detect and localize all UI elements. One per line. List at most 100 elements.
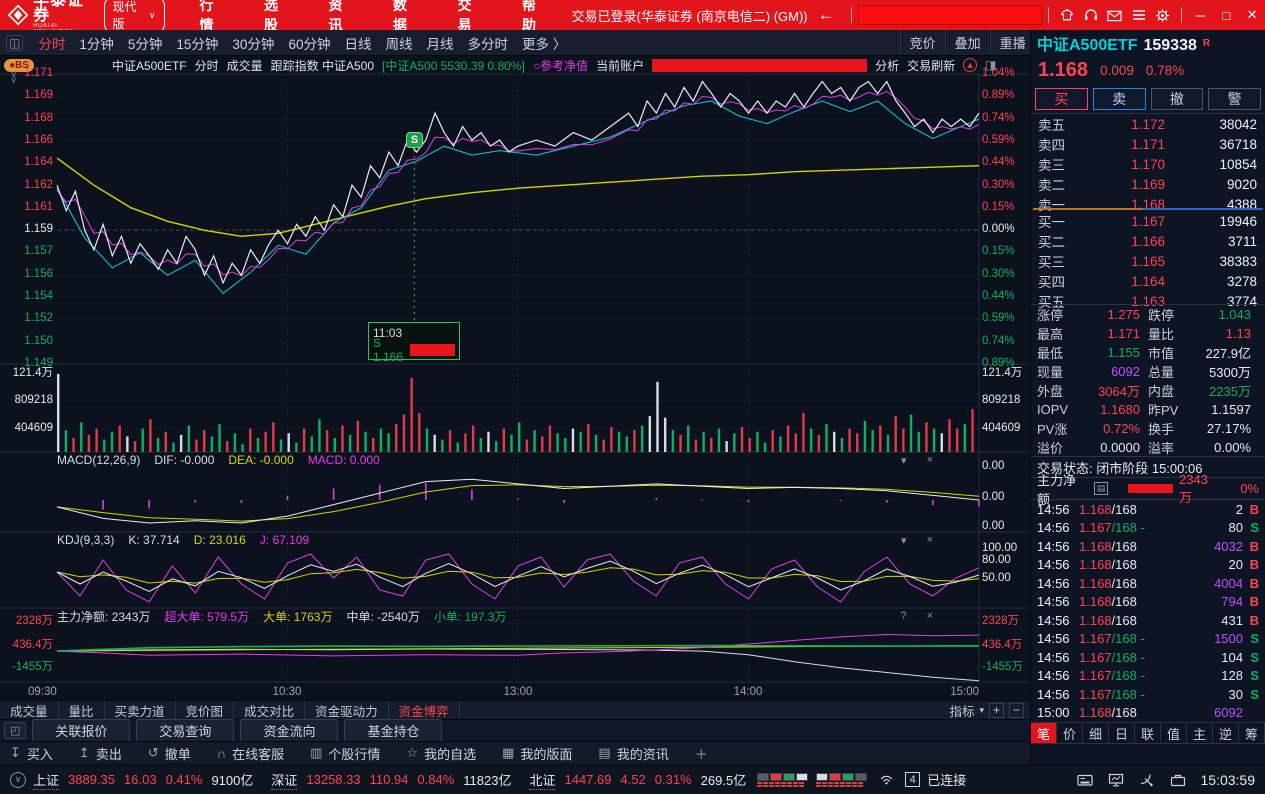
period-日线[interactable]: 日线 [344, 36, 372, 52]
indicator-tab-买卖力道[interactable]: 买卖力道 [105, 700, 176, 720]
quote-tab-逆[interactable]: 逆 [1213, 723, 1239, 743]
quote-tab-价[interactable]: 价 [1057, 723, 1083, 743]
up-circle-icon[interactable]: ▲ [963, 58, 978, 72]
order-button-警[interactable]: 警 [1208, 87, 1261, 110]
quote-tab-细[interactable]: 细 [1083, 723, 1109, 743]
back-arrow-icon[interactable]: ← [817, 5, 835, 24]
intraday-chart[interactable] [0, 56, 1030, 700]
menu-交易[interactable]: 交易 [457, 0, 472, 33]
tick-row[interactable]: 14:56 1.167/168 - 128 S [1031, 667, 1265, 686]
action-个股行情[interactable]: ▥ 个股行情 [310, 744, 380, 763]
action-+[interactable]: ＋ [695, 744, 708, 763]
quote-tab-日[interactable]: 日 [1109, 723, 1135, 743]
index-name[interactable]: 深证 [271, 770, 298, 790]
tick-row[interactable]: 14:56 1.168/168 4032 B [1031, 537, 1265, 556]
period-周线[interactable]: 周线 [385, 36, 413, 52]
remove-panel-button[interactable]: − [1009, 702, 1024, 718]
tick-row[interactable]: 14:56 1.167/168 - 104 S [1031, 648, 1265, 667]
period-1分钟[interactable]: 1分钟 [79, 36, 114, 52]
book-row[interactable]: 卖二 1.169 9020 [1031, 174, 1265, 194]
period-30分钟[interactable]: 30分钟 [232, 36, 275, 52]
order-button-买[interactable]: 买 [1035, 87, 1088, 110]
trade-refresh-button[interactable]: 交易刷新 [907, 58, 956, 73]
quote-tab-联[interactable]: 联 [1135, 723, 1161, 743]
quote-tab-筹[interactable]: 筹 [1239, 723, 1265, 743]
settings-gear-icon[interactable] [1151, 4, 1175, 26]
masked-search-box[interactable] [857, 5, 1042, 25]
tick-row[interactable]: 14:56 1.167/168 - 80 S [1031, 519, 1265, 538]
quote-tab-笔[interactable]: 笔 [1031, 723, 1057, 743]
menu-数据[interactable]: 数据 [393, 0, 407, 33]
action-我的版面[interactable]: ▦ 我的版面 [502, 744, 572, 763]
layout-split-icon[interactable]: ◫ [6, 34, 24, 51]
book-row[interactable]: 卖五 1.172 38042 [1031, 114, 1265, 134]
indicator-tab-成交量[interactable]: 成交量 [0, 700, 59, 720]
indicator-tab-竞价图[interactable]: 竞价图 [176, 700, 235, 720]
maximize-button[interactable]: □ [1222, 7, 1231, 23]
period-分时[interactable]: 分时 [38, 36, 66, 52]
chart-mode[interactable]: 分时 [194, 58, 219, 73]
period-60分钟[interactable]: 60分钟 [288, 36, 331, 52]
function-tab-资金流向[interactable]: 资金流向 [240, 719, 339, 742]
chart-action-叠加[interactable]: 叠加 [944, 30, 990, 55]
menu-选股[interactable]: 选股 [264, 0, 278, 33]
action-买入[interactable]: ↧ 买入 [10, 744, 53, 763]
skin-icon[interactable] [1055, 4, 1079, 26]
chart-action-重播[interactable]: 重播 [989, 30, 1035, 55]
tick-row[interactable]: 14:56 1.168/168 794 B [1031, 593, 1265, 612]
chart-vol-label[interactable]: 成交量 [226, 58, 263, 73]
action-在线客服[interactable]: ∩ 在线客服 [217, 744, 284, 763]
news-card-icon[interactable] [1073, 773, 1097, 787]
index-name[interactable]: 北证 [529, 770, 556, 790]
action-我的资讯[interactable]: ▤ 我的资讯 [598, 744, 668, 763]
tick-row[interactable]: 14:56 1.167/168 - 30 S [1031, 685, 1265, 704]
customer-service-icon[interactable] [1079, 4, 1103, 26]
satellite-icon[interactable] [1135, 773, 1159, 787]
close-button[interactable]: ✕ [1246, 7, 1258, 22]
expand-circle-icon[interactable]: ∨ [10, 771, 26, 788]
window-icon[interactable]: ◰ [4, 722, 27, 739]
order-button-卖[interactable]: 卖 [1092, 87, 1146, 110]
sell-marker-badge[interactable]: S [406, 132, 423, 148]
book-row[interactable]: 卖四 1.171 36718 [1031, 134, 1265, 154]
indicator-tab-成交对比[interactable]: 成交对比 [234, 700, 306, 720]
indicator-tab-资金驱动力[interactable]: 资金驱动力 [305, 700, 389, 720]
panel-toggle-icon[interactable]: ◨ [985, 58, 997, 72]
tick-row[interactable]: 14:56 1.168/168 4004 B [1031, 574, 1265, 593]
index-name[interactable]: 上证 [33, 770, 60, 790]
tick-row[interactable]: 15:00 1.168/168 6092 [1031, 704, 1265, 723]
collapse-icon[interactable]: ▾ [901, 454, 907, 467]
action-撤单[interactable]: ↺ 撤单 [148, 744, 191, 763]
monitor-chart-icon[interactable] [1104, 773, 1128, 787]
quote-tab-主[interactable]: 主 [1187, 723, 1213, 743]
menu-资讯[interactable]: 资讯 [328, 0, 343, 33]
book-row[interactable]: 买四 1.164 3278 [1031, 271, 1265, 291]
menu-帮助[interactable]: 帮助 [522, 0, 536, 33]
book-row[interactable]: 买二 1.166 3711 [1031, 231, 1265, 251]
add-panel-button[interactable]: + [989, 702, 1004, 718]
close-icon[interactable]: × [926, 610, 933, 622]
action-卖出[interactable]: ↥ 卖出 [79, 744, 122, 763]
bs-badge[interactable]: ●BS [4, 58, 34, 72]
period-5分钟[interactable]: 5分钟 [127, 36, 163, 52]
edition-dropdown[interactable]: 现代版 ∨ [103, 0, 165, 34]
analyze-button[interactable]: 分析 [875, 58, 900, 73]
function-tab-关联报价[interactable]: 关联报价 [32, 719, 131, 742]
chart-action-竞价[interactable]: 竞价 [899, 30, 945, 55]
book-row[interactable]: 卖三 1.170 10854 [1031, 154, 1265, 174]
tick-row[interactable]: 14:56 1.168/168 20 B [1031, 556, 1265, 575]
tick-row[interactable]: 14:56 1.167/168 - 1500 S [1031, 630, 1265, 649]
connection-count[interactable]: 4 [905, 772, 921, 787]
tick-row[interactable]: 14:56 1.168/168 2 B [1031, 500, 1265, 519]
period-更多 〉[interactable]: 更多 〉 [521, 36, 567, 52]
action-我的自选[interactable]: ☆ 我的自选 [406, 744, 476, 763]
quote-tab-值[interactable]: 值 [1161, 723, 1187, 743]
collapse-chevrons-icon[interactable]: ∨ ∨ [10, 69, 18, 86]
period-15分钟[interactable]: 15分钟 [176, 36, 219, 52]
close-icon[interactable]: × [926, 454, 933, 466]
period-多分时[interactable]: 多分时 [467, 36, 508, 52]
briefcase-icon[interactable] [1166, 773, 1190, 787]
book-row[interactable]: 买一 1.167 19946 [1031, 211, 1265, 231]
indicator-tab-量比[interactable]: 量比 [59, 700, 105, 720]
function-tab-基金持仓[interactable]: 基金持仓 [344, 719, 443, 742]
